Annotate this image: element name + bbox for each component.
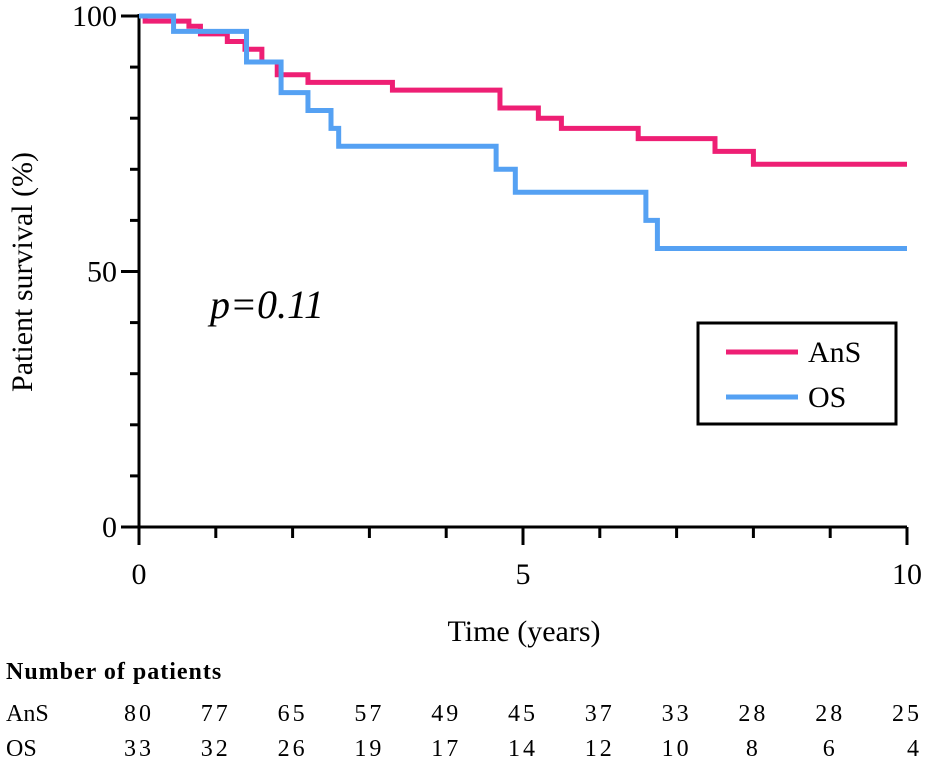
- axes: 0 50 100 0 5 10: [72, 0, 922, 591]
- risk-cell: 77: [201, 701, 231, 727]
- curve-os: [139, 13, 907, 252]
- risk-cell: 28: [815, 701, 845, 727]
- risk-cell: 17: [431, 736, 461, 762]
- risk-cell: 33: [662, 701, 692, 727]
- x-tick-label-5: 5: [516, 558, 531, 591]
- survival-curves: [139, 13, 907, 252]
- risk-cell: 14: [508, 736, 538, 762]
- risk-cell: 4: [907, 736, 922, 762]
- risk-cell: 65: [278, 701, 308, 727]
- y-tick-label-50: 50: [87, 256, 117, 289]
- risk-cell: 37: [585, 701, 615, 727]
- curve-ans: [139, 13, 907, 167]
- risk-table: AnS 80 77 65 57 49 45 37 33 28 28 25 OS 33 32 26 19 17 14 1…: [6, 701, 922, 762]
- p-value-annotation: p=0.11: [207, 282, 324, 327]
- risk-cell: 19: [354, 736, 384, 762]
- risk-cell: 25: [892, 701, 922, 727]
- risk-cell: 26: [278, 736, 308, 762]
- risk-table-title: Number of patients: [6, 659, 222, 685]
- x-tick-label-10: 10: [892, 558, 922, 591]
- risk-cell: 10: [662, 736, 692, 762]
- risk-row-label-ans: AnS: [6, 701, 49, 727]
- risk-cell: 80: [124, 701, 154, 727]
- y-tick-label-0: 0: [102, 511, 117, 544]
- risk-cell: 49: [431, 701, 461, 727]
- risk-cell: 8: [746, 736, 761, 762]
- x-axis-title: Time (years): [447, 615, 600, 648]
- risk-cell: 6: [823, 736, 838, 762]
- y-tick-label-100: 100: [72, 0, 117, 33]
- risk-cell: 12: [585, 736, 615, 762]
- x-tick-label-0: 0: [132, 558, 147, 591]
- y-axis-title: Patient survival (%): [6, 152, 39, 392]
- risk-cell: 45: [508, 701, 538, 727]
- risk-cell: 32: [201, 736, 231, 762]
- risk-cell: 28: [738, 701, 768, 727]
- risk-row-label-os: OS: [6, 736, 37, 762]
- legend-box: [696, 321, 898, 426]
- legend-label-ans: AnS: [808, 336, 861, 369]
- risk-cell: 57: [354, 701, 384, 727]
- legend-label-os: OS: [808, 381, 846, 414]
- risk-cell: 33: [124, 736, 154, 762]
- legend: AnS OS: [696, 321, 898, 426]
